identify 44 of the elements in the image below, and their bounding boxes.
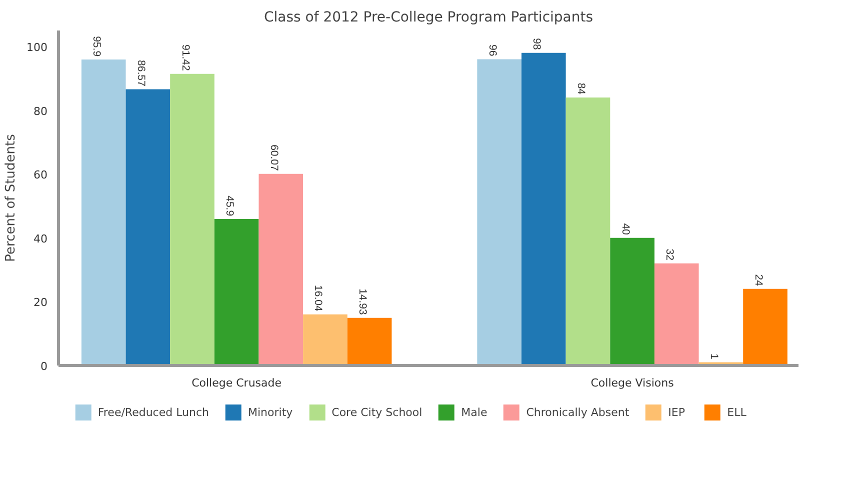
legend-label: Male (461, 406, 488, 418)
data-label: 96 (486, 44, 498, 56)
bar (743, 288, 788, 366)
data-label: 60.07 (268, 144, 280, 172)
y-axis-title: Percent of Students (4, 134, 19, 262)
bar (303, 314, 348, 366)
data-label: 95.9 (90, 36, 103, 57)
bar (81, 60, 126, 366)
bar (214, 219, 259, 366)
data-label: 16.04 (312, 285, 324, 312)
x-tick-label: College Crusade (192, 376, 282, 390)
data-label: 40 (619, 223, 632, 236)
bar (347, 318, 392, 366)
legend-label: Minority (248, 406, 293, 418)
y-tick-label: 40 (34, 232, 48, 246)
data-label: 91.42 (179, 44, 192, 71)
bar (170, 74, 214, 366)
legend-label: Core City School (332, 406, 422, 418)
bar (654, 263, 699, 366)
y-tick-label: 0 (40, 360, 48, 373)
data-label: 14.93 (356, 288, 369, 316)
bar (126, 89, 170, 366)
y-tick-label: 80 (34, 104, 48, 118)
data-label: 45.9 (224, 196, 236, 216)
legend-label: Free/Reduced Lunch (98, 406, 209, 418)
y-tick-label: 20 (34, 296, 48, 310)
bar (477, 59, 522, 366)
bar (610, 238, 654, 366)
legend-label: Chronically Absent (526, 406, 630, 418)
bar (521, 52, 566, 366)
data-label: 84 (574, 82, 587, 95)
chart-title: Class of 2012 Pre-College Program Participants (264, 10, 594, 26)
data-label: 32 (664, 248, 676, 261)
y-tick-label: 100 (26, 40, 48, 54)
bar (258, 174, 304, 366)
data-label: 86.57 (134, 60, 147, 86)
y-tick-label: 60 (34, 168, 48, 182)
x-tick-label: College Visions (590, 376, 674, 390)
data-label: 98 (530, 38, 543, 50)
bar (566, 98, 610, 366)
data-label: 24 (752, 274, 764, 286)
legend-label: ELL (727, 406, 748, 418)
data-label: 1 (708, 353, 720, 360)
legend-label: IEP (668, 406, 686, 418)
